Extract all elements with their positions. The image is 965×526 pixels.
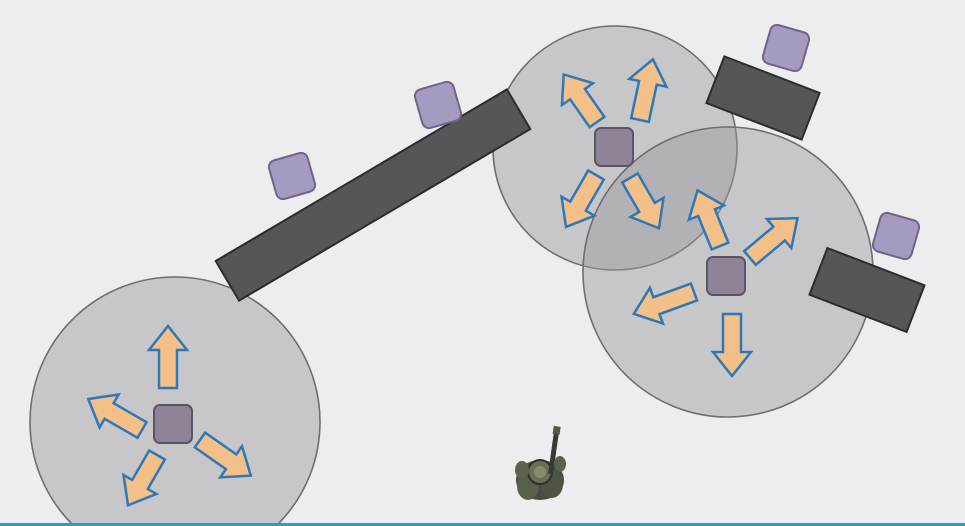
direction-arrow-icon-10 [742, 216, 800, 267]
direction-arrow-icon-3 [121, 448, 167, 507]
direction-arrow-icon-1 [146, 323, 190, 390]
direction-arrow-icon-8 [620, 171, 666, 230]
soldier-icon [515, 425, 566, 500]
wall-top-right [705, 55, 821, 141]
enemy-2-enemy-square-icon [594, 127, 634, 167]
direction-arrow-icon-7 [559, 168, 606, 229]
wall-long [214, 88, 532, 302]
direction-arrow-icon-2 [86, 392, 149, 440]
bottom-accent-strip [0, 523, 965, 526]
direction-arrow-icon-6 [626, 57, 669, 124]
direction-arrow-icon-4 [193, 430, 253, 479]
direction-arrow-icon-11 [631, 281, 699, 326]
direction-arrow-icon-9 [686, 188, 730, 251]
enemy-1-enemy-square-icon [153, 404, 193, 444]
target-1-target-square-icon [267, 151, 317, 201]
direction-arrow-icon-12 [710, 312, 754, 379]
wall-right [808, 246, 926, 334]
target-3-target-square-icon [761, 23, 811, 73]
enemy-3-enemy-square-icon [706, 256, 746, 296]
zone-bottom-left [29, 276, 321, 526]
target-2-target-square-icon [413, 80, 463, 130]
target-4-target-square-icon [871, 211, 921, 261]
direction-arrow-icon-5 [560, 72, 607, 129]
